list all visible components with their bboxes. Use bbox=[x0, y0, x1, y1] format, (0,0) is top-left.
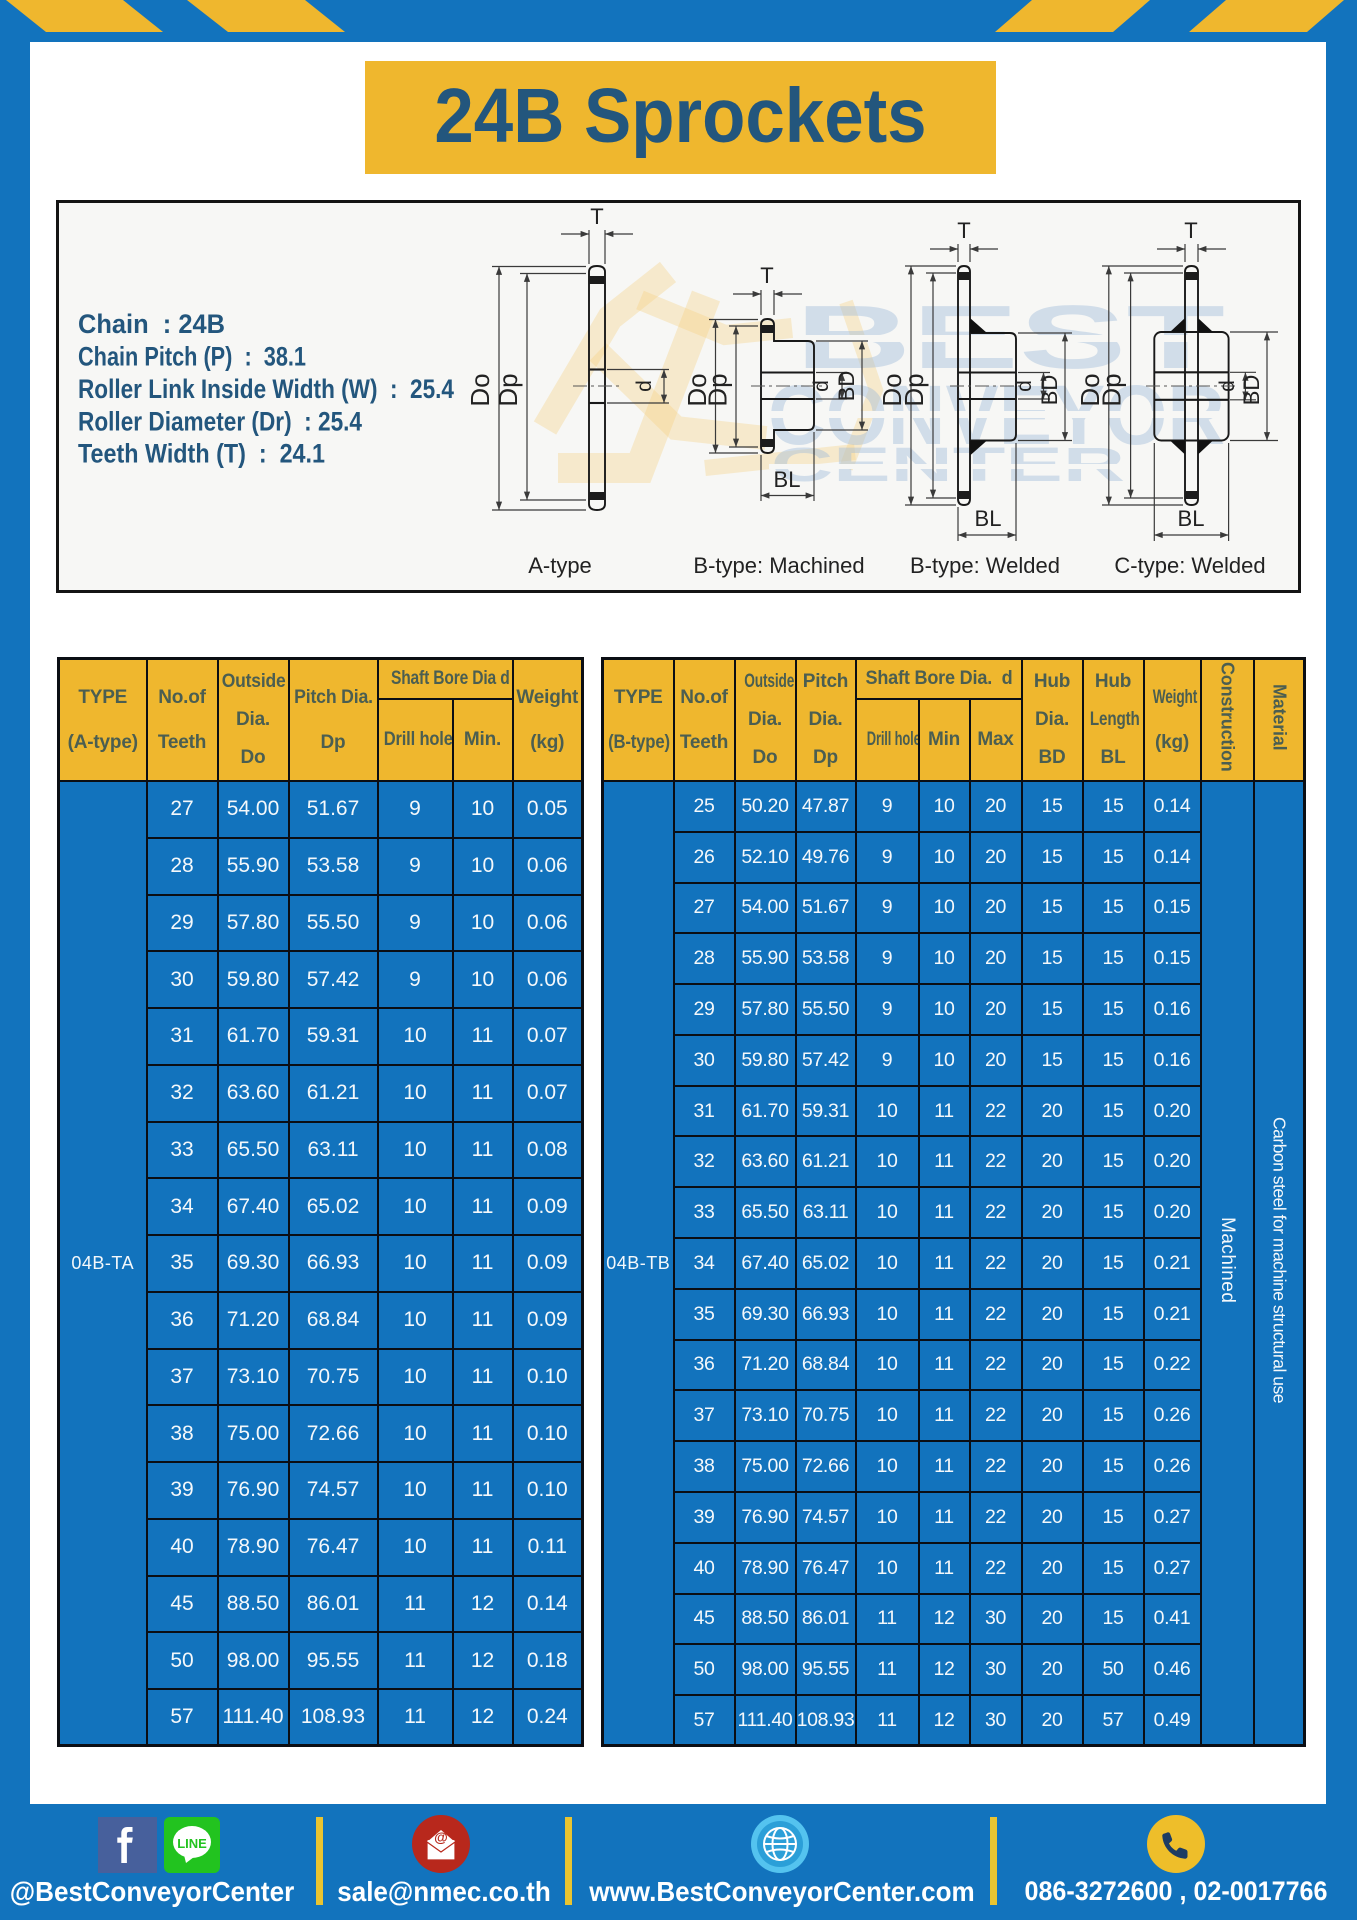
svg-text:@: @ bbox=[434, 1829, 448, 1845]
svg-text:Chain Pitch (P) : 38.1: Chain Pitch (P) : 38.1 bbox=[78, 342, 306, 372]
svg-text:T: T bbox=[1184, 218, 1197, 243]
svg-text:LINE: LINE bbox=[177, 1836, 207, 1851]
svg-text:d: d bbox=[1216, 380, 1239, 392]
svg-text:d: d bbox=[633, 380, 656, 392]
svg-text:C-type: Welded: C-type: Welded bbox=[1114, 553, 1265, 578]
svg-text:Dp: Dp bbox=[899, 373, 929, 406]
svg-text:BL: BL bbox=[975, 506, 1002, 531]
svg-text:Dp: Dp bbox=[703, 373, 733, 406]
svg-text:Do: Do bbox=[877, 373, 907, 406]
svg-text:Do: Do bbox=[682, 373, 712, 406]
svg-text:Roller Link Inside Width (W): Roller Link Inside Width (W) : 25.4 bbox=[78, 374, 454, 404]
svg-text:A-type: A-type bbox=[528, 553, 592, 578]
svg-text:d: d bbox=[810, 380, 833, 392]
svg-text:Dp: Dp bbox=[493, 373, 523, 406]
svg-text:BL: BL bbox=[1178, 506, 1205, 531]
svg-text:B-type: Machined: B-type: Machined bbox=[693, 553, 864, 578]
svg-text:BD: BD bbox=[1239, 375, 1264, 406]
svg-text:BL: BL bbox=[774, 467, 801, 492]
svg-text:T: T bbox=[590, 204, 603, 229]
svg-text:Do: Do bbox=[465, 373, 495, 406]
svg-text:Dp: Dp bbox=[1097, 373, 1127, 406]
svg-text:B-type: Welded: B-type: Welded bbox=[910, 553, 1060, 578]
svg-text:BD: BD bbox=[834, 371, 859, 402]
svg-text:T: T bbox=[760, 263, 773, 288]
svg-text:Chain : 24B: Chain : 24B bbox=[78, 309, 225, 339]
svg-text:T: T bbox=[957, 218, 970, 243]
svg-text:Do: Do bbox=[1075, 373, 1105, 406]
svg-text:Roller Diameter (Dr) : 25.4: Roller Diameter (Dr) : 25.4 bbox=[78, 407, 362, 437]
svg-text:Teeth Width (T) : 24.1: Teeth Width (T) : 24.1 bbox=[78, 439, 325, 469]
svg-text:BD: BD bbox=[1037, 375, 1062, 406]
svg-text:d: d bbox=[1013, 380, 1036, 392]
